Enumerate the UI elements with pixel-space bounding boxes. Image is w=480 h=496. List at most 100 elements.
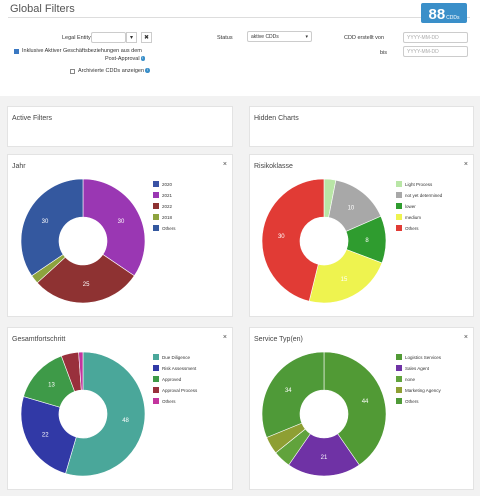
active-filters-panel: Active Filters	[7, 106, 233, 147]
slice-value-label: 22	[42, 433, 49, 439]
legend-swatch	[396, 203, 402, 209]
donut-chart-gesamtfortschritt: 48 22 13 Due Diligence Risk Assessment Approv…	[20, 351, 198, 477]
legend-item-sales-agent[interactable]: Sales Agent	[396, 365, 430, 371]
legend-label: not yet determined	[405, 193, 443, 198]
legend-swatch	[153, 387, 159, 393]
chart-panel-risikoklasse: Risikoklasse × 10 8 15 30 Light Process not y…	[249, 154, 474, 317]
pie-slice-2021[interactable]	[82, 178, 146, 277]
legend-label: none	[405, 377, 416, 382]
legend-item-others[interactable]: Others	[396, 398, 419, 404]
status-select[interactable]: aktive CDDs ▾	[247, 31, 312, 42]
legend-swatch	[396, 387, 402, 393]
slice-value-label: 15	[341, 277, 348, 283]
legal-entity-input[interactable]	[91, 32, 126, 43]
pie-slice-others[interactable]	[261, 351, 325, 438]
close-icon[interactable]: ×	[463, 161, 468, 168]
legend-item-lower[interactable]: lower	[396, 203, 416, 209]
slice-value-label: 8	[365, 238, 369, 244]
pie-slice-others[interactable]	[78, 351, 84, 391]
pie-slice-risk-assessment[interactable]	[20, 396, 77, 474]
close-icon[interactable]: ×	[463, 334, 468, 341]
created-to-input[interactable]: YYYY-MM-DD	[403, 46, 468, 57]
legend-label: Light Process	[405, 182, 433, 187]
legend-label: Approval Process	[162, 388, 198, 393]
close-icon: ✖	[143, 35, 150, 41]
chart-title: Service Typ(en)	[254, 336, 303, 343]
close-icon[interactable]: ×	[222, 334, 227, 341]
legend-swatch	[396, 398, 402, 404]
legend-item-approval-process[interactable]: Approval Process	[153, 387, 198, 393]
info-icon[interactable]: i	[140, 56, 146, 61]
legend-item-due-diligence[interactable]: Due Diligence	[153, 354, 191, 360]
legend-swatch	[153, 354, 159, 360]
legend-label: Others	[405, 399, 419, 404]
slice-value-label: 44	[362, 399, 369, 405]
legend-swatch	[396, 214, 402, 220]
legend-swatch	[396, 181, 402, 187]
created-to-label: bis	[380, 50, 388, 56]
chart-title: Risikoklasse	[254, 163, 293, 170]
legend-item-others[interactable]: Others	[396, 225, 419, 231]
cdd-count-label: CDDs	[446, 15, 460, 21]
include-active-checkbox[interactable]	[14, 49, 19, 54]
status-value: aktive CDDs	[251, 34, 279, 40]
global-filters-panel: Global Filters 88 CDDs Legal Entity ▾ ✖ …	[0, 0, 480, 96]
show-archived-checkbox[interactable]	[70, 69, 75, 74]
legend-item-not-yet-determined[interactable]: not yet determined	[396, 192, 443, 198]
legend-item-others[interactable]: Others	[153, 225, 176, 231]
close-icon[interactable]: ×	[222, 161, 227, 168]
cdd-count-badge: 88 CDDs	[421, 3, 467, 23]
chart-panel-gesamtfortschritt: Gesamtfortschritt × 48 22 13 Due Diligence R…	[7, 327, 233, 490]
legal-entity-dropdown-button[interactable]: ▾	[126, 32, 137, 43]
slice-value-label: 13	[48, 383, 55, 389]
chart-panel-jahr: Jahr × 30 25 30 2020 2021 2022 2018 Others	[7, 154, 233, 317]
legend-swatch	[396, 225, 402, 231]
legend-item-approved[interactable]: Approved	[153, 376, 182, 382]
created-from-label: CDD erstellt von	[344, 35, 385, 41]
legend-label: Others	[162, 399, 176, 404]
legend-swatch	[396, 192, 402, 198]
legal-entity-clear-button[interactable]: ✖	[141, 32, 152, 43]
pie-slice-2022[interactable]	[36, 254, 135, 304]
donut-chart-service-typen: 44 21 34 Logistics Services Sales Agent none M…	[261, 351, 442, 477]
chart-panel-service-typen: Service Typ(en) × 44 21 34 Logistics Servic…	[249, 327, 474, 490]
slice-value-label: 34	[285, 388, 292, 394]
legend-label: medium	[405, 215, 421, 220]
legend-item-none[interactable]: none	[396, 376, 416, 382]
pie-slice-logistics-services[interactable]	[323, 351, 387, 466]
legend-item-logistics-services[interactable]: Logistics Services	[396, 354, 442, 360]
global-filters-title: Global Filters	[10, 3, 75, 15]
slice-value-label: 21	[321, 455, 328, 461]
legend-item-2018[interactable]: 2018	[153, 214, 173, 220]
legend-swatch	[396, 376, 402, 382]
legend-item-2022[interactable]: 2022	[153, 203, 173, 209]
status-label: Status	[217, 35, 233, 41]
legend-swatch	[153, 225, 159, 231]
legend-label: Sales Agent	[405, 366, 430, 371]
cdd-count: 88	[428, 6, 446, 23]
legend-item-others[interactable]: Others	[153, 398, 176, 404]
chart-title: Jahr	[12, 163, 26, 170]
info-icon[interactable]: i	[145, 68, 150, 73]
pie-slice-others[interactable]	[20, 178, 84, 277]
legend-label: Others	[162, 226, 176, 231]
legend-item-2020[interactable]: 2020	[153, 181, 173, 187]
include-active-label: Inklusive Aktiver Geschäftsbeziehungen a…	[22, 48, 142, 54]
legend-swatch	[153, 376, 159, 382]
legend-item-medium[interactable]: medium	[396, 214, 421, 220]
created-from-input[interactable]: YYYY-MM-DD	[403, 32, 468, 43]
pie-slice-due-diligence[interactable]	[65, 351, 146, 477]
legend-item-marketing-agency[interactable]: Marketing Agency	[396, 387, 442, 393]
legend-label: lower	[405, 204, 416, 209]
legend-swatch	[153, 214, 159, 220]
legend-swatch	[396, 365, 402, 371]
pie-slice-medium[interactable]	[308, 249, 383, 304]
slice-value-label: 30	[278, 234, 285, 240]
legend-item-2021[interactable]: 2021	[153, 192, 173, 198]
legend-item-risk-assessment[interactable]: Risk Assessment	[153, 365, 197, 371]
legend-label: Due Diligence	[162, 355, 191, 360]
legend-label: 2020	[162, 182, 173, 187]
legend-item-light-process[interactable]: Light Process	[396, 181, 433, 187]
pie-slice-others[interactable]	[261, 178, 325, 302]
legend-swatch	[153, 365, 159, 371]
